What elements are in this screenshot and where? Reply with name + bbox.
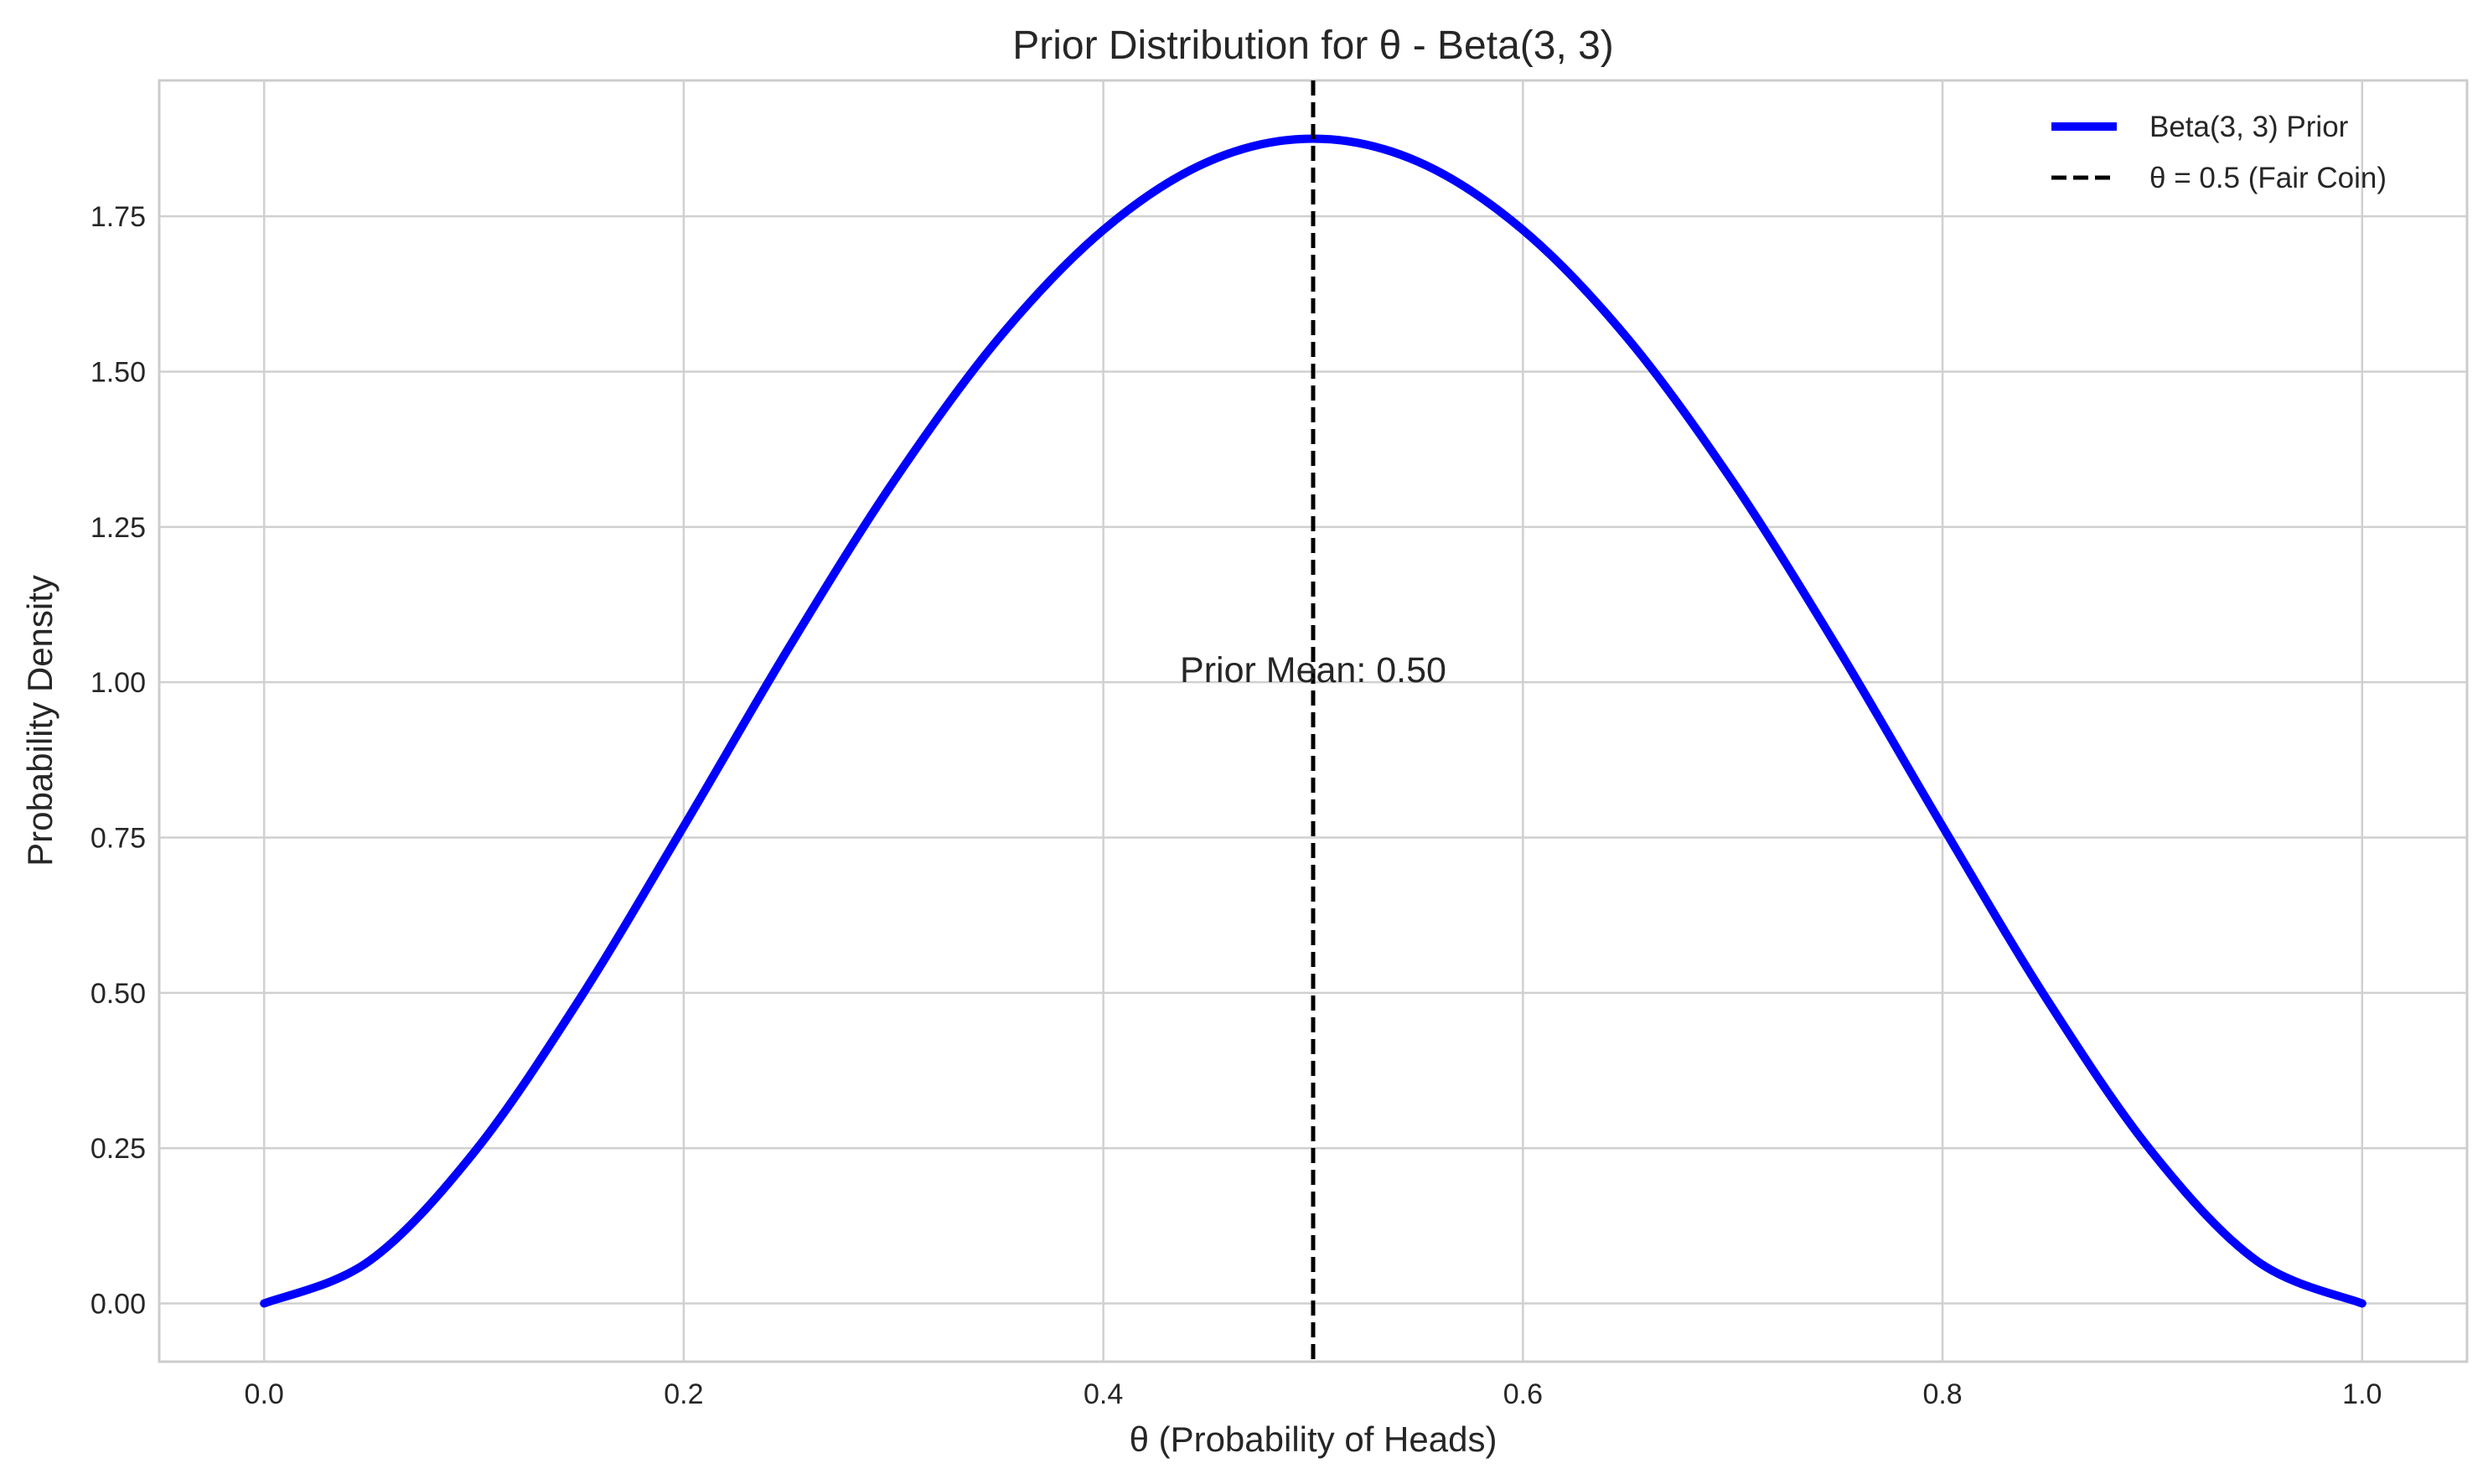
x-tick-label: 0.8 bbox=[1922, 1378, 1962, 1410]
y-tick-label: 0.00 bbox=[91, 1289, 146, 1321]
y-axis-label: Probability Density bbox=[20, 575, 59, 866]
x-axis-label: θ (Probability of Heads) bbox=[1130, 1419, 1497, 1459]
y-tick-label: 1.25 bbox=[91, 512, 146, 544]
annotation-prior-mean: Prior Mean: 0.50 bbox=[1180, 650, 1446, 690]
legend: Beta(3, 3) Prior θ = 0.5 (Fair Coin) bbox=[2051, 111, 2387, 194]
x-tick-labels: 0.0 0.2 0.4 0.6 0.8 1.0 bbox=[245, 1378, 2382, 1410]
legend-label-fair-coin: θ = 0.5 (Fair Coin) bbox=[2149, 162, 2387, 194]
y-tick-label: 0.75 bbox=[91, 823, 146, 855]
y-tick-label: 1.50 bbox=[91, 356, 146, 388]
x-tick-label: 0.0 bbox=[245, 1378, 284, 1410]
chart-title: Prior Distribution for θ - Beta(3, 3) bbox=[1012, 23, 1614, 68]
grid bbox=[159, 80, 2467, 1362]
x-tick-label: 0.6 bbox=[1503, 1378, 1543, 1410]
y-tick-label: 1.75 bbox=[91, 201, 146, 233]
y-tick-label: 0.25 bbox=[91, 1133, 146, 1165]
legend-label-prior: Beta(3, 3) Prior bbox=[2149, 111, 2349, 143]
x-tick-label: 0.2 bbox=[664, 1378, 703, 1410]
y-tick-label: 1.00 bbox=[91, 667, 146, 699]
x-tick-label: 0.4 bbox=[1084, 1378, 1123, 1410]
y-tick-labels: 0.00 0.25 0.50 0.75 1.00 1.25 1.50 1.75 bbox=[91, 201, 146, 1320]
y-tick-label: 0.50 bbox=[91, 978, 146, 1010]
x-tick-label: 1.0 bbox=[2342, 1378, 2382, 1410]
annotation-layer: Prior Mean: 0.50 bbox=[1180, 650, 1446, 690]
